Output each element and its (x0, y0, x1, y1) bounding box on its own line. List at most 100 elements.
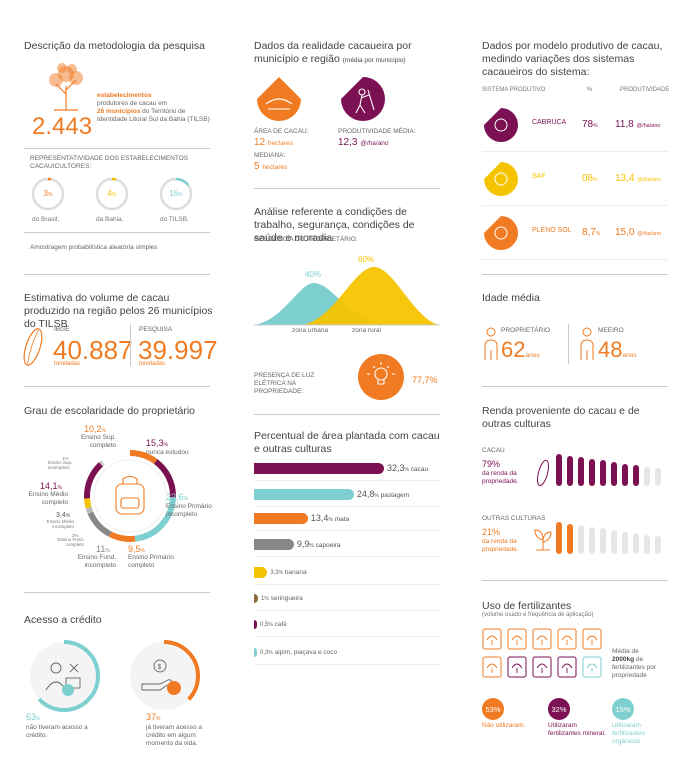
system-divider (482, 259, 668, 260)
ibge-value: 40.887 (53, 335, 133, 365)
edu-sup-inc-label: Ensino Sup. incompleto (48, 460, 73, 470)
bar-label: 24,8% pastagem (356, 489, 410, 499)
edu-donut (84, 450, 176, 542)
fertilizer-bag-icon (557, 628, 577, 650)
volume-title: Estimativa do volume de cacau produzido … (24, 292, 213, 330)
system-prod: 13,4 @/ha/ano (615, 173, 662, 184)
bar-label: 3,3% banana (270, 568, 307, 576)
residence-bell-chart (254, 267, 440, 326)
head-pct: % (587, 87, 593, 93)
bar (254, 647, 257, 657)
fert-avg: Média de 2000kg de fertilizantes por prop… (612, 648, 657, 679)
bar-divider (254, 556, 440, 557)
bar-divider (254, 636, 440, 637)
area-drop-icon (257, 77, 301, 121)
income-bar (600, 528, 606, 554)
method-title: Descrição da metodologia da pesquisa (24, 40, 205, 52)
residence-label: RESIDÊNCIA DO PROPRIETÁRIO: (254, 236, 358, 243)
ibge-label: IBGE (54, 326, 70, 333)
income-bar (633, 465, 639, 486)
establishments-count: 2.443 (32, 113, 93, 140)
credit-no-pct: 63% (26, 712, 41, 722)
cacau-text: da renda da propriedade. (482, 470, 519, 485)
income-title: Renda proveniente do cacau e de outras c… (482, 405, 640, 430)
fertilizer-grid (482, 628, 606, 688)
fertilizer-bag-icon (482, 656, 502, 678)
edu-sup-completo-pct: 10,2% (84, 424, 106, 434)
fert-note: (volume usado e frequência de aplicação) (482, 612, 594, 618)
edu-sup-completo-label: Ensino Sup. completo (80, 434, 116, 449)
system-name: SAF (532, 173, 546, 180)
bar-row-1: 24,8% pastagem (254, 488, 409, 500)
other-pct: 21% (482, 527, 501, 537)
bar-label: 13,4% mata (310, 513, 350, 523)
edu-nunca-pct: 15,3% (146, 438, 168, 448)
fert-title: Uso de fertilizantes (482, 600, 572, 612)
edu-fund-comp-pct: 2% (72, 533, 79, 538)
owner-age: 62anos (501, 337, 540, 362)
tree-icon (49, 63, 83, 111)
income-bar (622, 531, 628, 554)
fertilizer-bag-icon (582, 628, 602, 650)
median-value: 5 hectares (254, 161, 288, 172)
cacau-label: CACAU (482, 447, 505, 454)
bar-row-2: 13,4% mata (254, 512, 349, 524)
income-bar (611, 462, 617, 486)
bar-row-7: 0,3% aipim, piaçava e coco (254, 646, 337, 658)
bar-label: 0,5% café (260, 620, 287, 628)
owner-person-icon (484, 327, 498, 360)
bar-label: 32,3% cacau (387, 463, 429, 473)
system-name: PLENO SOL (532, 227, 572, 234)
system-divider (482, 205, 668, 206)
cocoa-pod-icon (23, 328, 43, 366)
fert-stat-circle: 15% (612, 698, 634, 720)
edu-medio-comp-pct: 14,1% (40, 481, 62, 491)
edu-medio-inc-label: Ensino Médio incompleto (46, 519, 74, 529)
system-divider (482, 151, 668, 152)
income-bar (622, 463, 628, 486)
fert-stat-circle: 32% (548, 698, 570, 720)
head-prod: PRODUTIVIDADE (620, 87, 670, 93)
income-bar (644, 534, 650, 554)
bar-divider (254, 610, 440, 611)
other-text: da renda da propriedade. (482, 538, 519, 553)
repr-circle-brasil: 3% do Brasil; (30, 176, 66, 223)
money-hand-icon: $ (141, 659, 173, 691)
income-bar (633, 533, 639, 554)
area-label: ÁREA DE CACAU: (254, 128, 309, 135)
bar-row-3: 9,9% capoeira (254, 538, 341, 550)
edu-medio-inc-pct: 3,4% (56, 512, 71, 519)
fertilizer-bag-icon (532, 628, 552, 650)
fertilizer-bag-icon (532, 656, 552, 678)
cacau-pod-icon (537, 459, 549, 487)
income-bar (655, 536, 661, 554)
head-system: SISTEMA PRODUTIVO (482, 87, 546, 93)
income-bar (567, 455, 573, 486)
urban-pct: 40% (305, 270, 322, 279)
cacau-pct: 79% (482, 459, 501, 469)
bar-row-4: 3,3% banana (254, 566, 307, 578)
prod-value: 12,3 @/ha/ano (338, 137, 389, 148)
edu-fund-inc-pct: 11% (96, 544, 110, 554)
bar-divider (254, 664, 440, 665)
income-bar (567, 523, 573, 554)
income-bar (589, 526, 595, 554)
fertilizer-bag-icon (507, 656, 527, 678)
system-pct: 08% (582, 173, 598, 184)
bar (254, 512, 308, 524)
bar-label: 1% seringueira (261, 594, 303, 602)
bar-label: 9,9% capoeira (296, 539, 341, 549)
bar (254, 619, 257, 629)
pesquisa-value: 39.997 (138, 335, 218, 365)
pesquisa-unit: toneladas (139, 361, 166, 367)
light-value: 77,7% (412, 375, 438, 385)
system-icon-0 (484, 108, 518, 142)
rural-pct: 60% (358, 255, 375, 264)
meeiro-label: MEEIRO (598, 327, 624, 334)
bar-row-6: 0,5% café (254, 618, 287, 630)
edu-medio-comp-label: Ensino Médio completo (28, 491, 68, 506)
other-income-bars (556, 518, 676, 554)
income-bar (578, 457, 584, 486)
meeiro-age: 48anos (598, 337, 637, 362)
income-bar (578, 525, 584, 554)
